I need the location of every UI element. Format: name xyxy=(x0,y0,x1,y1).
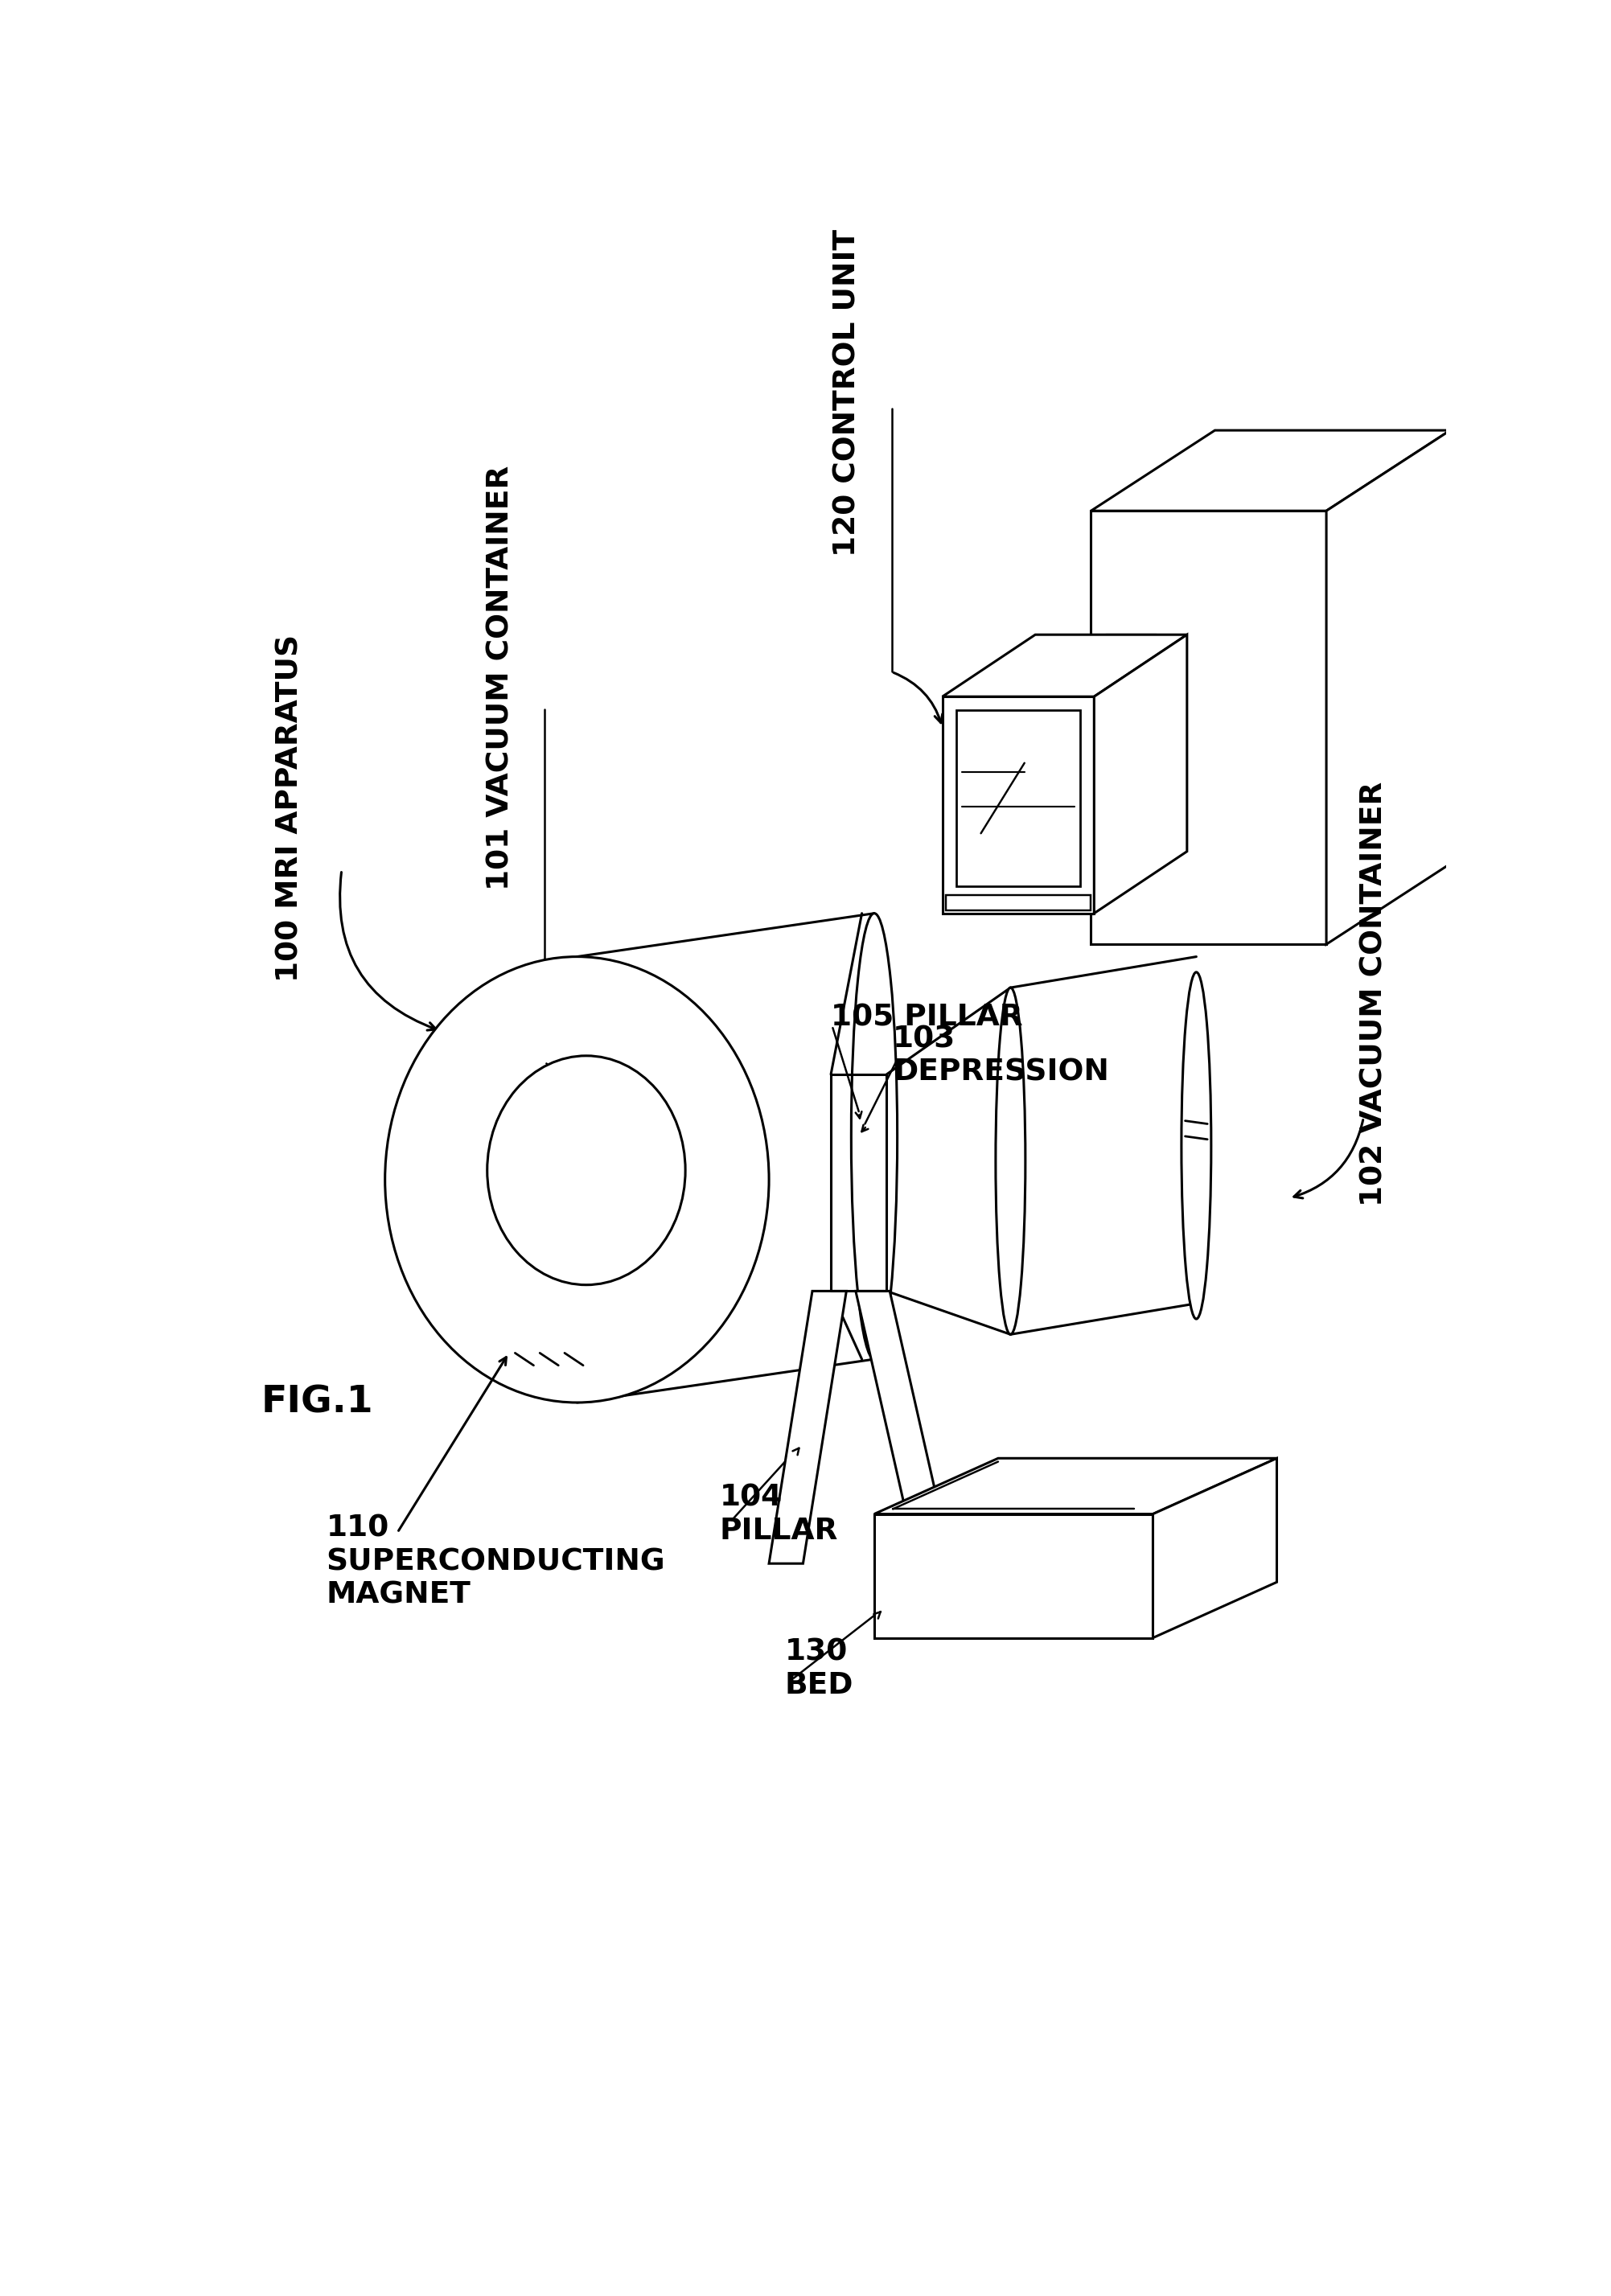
Ellipse shape xyxy=(385,957,768,1403)
Text: 102 VACUUM CONTAINER: 102 VACUUM CONTAINER xyxy=(1360,781,1389,1205)
Ellipse shape xyxy=(851,914,897,1359)
Text: 101 VACUUM CONTAINER: 101 VACUUM CONTAINER xyxy=(487,466,516,891)
Polygon shape xyxy=(942,634,1187,696)
Polygon shape xyxy=(942,696,1094,914)
Text: 105 PILLAR: 105 PILLAR xyxy=(831,1003,1023,1033)
Bar xyxy=(1107,668,1157,687)
Polygon shape xyxy=(1326,429,1450,944)
Text: 110
SUPERCONDUCTING
MAGNET: 110 SUPERCONDUCTING MAGNET xyxy=(325,1513,665,1609)
Text: 130
BED: 130 BED xyxy=(785,1637,854,1701)
Text: 103
DEPRESSION: 103 DEPRESSION xyxy=(892,1024,1108,1088)
Polygon shape xyxy=(875,1458,1278,1513)
Bar xyxy=(1107,634,1157,652)
Polygon shape xyxy=(946,895,1091,909)
Ellipse shape xyxy=(1181,971,1211,1318)
Polygon shape xyxy=(855,1290,952,1564)
Text: FIG.1: FIG.1 xyxy=(261,1384,374,1421)
Bar xyxy=(1107,703,1157,721)
Text: 104
PILLAR: 104 PILLAR xyxy=(720,1483,838,1545)
Polygon shape xyxy=(1153,1458,1278,1637)
Ellipse shape xyxy=(996,987,1025,1334)
FancyArrowPatch shape xyxy=(894,673,942,723)
Polygon shape xyxy=(1091,510,1326,944)
FancyArrowPatch shape xyxy=(340,872,437,1031)
Text: 100 MRI APPARATUS: 100 MRI APPARATUS xyxy=(275,634,304,983)
Text: 120 CONTROL UNIT: 120 CONTROL UNIT xyxy=(833,230,862,558)
Polygon shape xyxy=(768,1290,846,1564)
FancyArrowPatch shape xyxy=(1294,1120,1363,1199)
Polygon shape xyxy=(875,1513,1153,1637)
Ellipse shape xyxy=(487,1056,685,1286)
Polygon shape xyxy=(955,709,1081,886)
Polygon shape xyxy=(1094,634,1187,914)
Polygon shape xyxy=(1091,429,1450,510)
